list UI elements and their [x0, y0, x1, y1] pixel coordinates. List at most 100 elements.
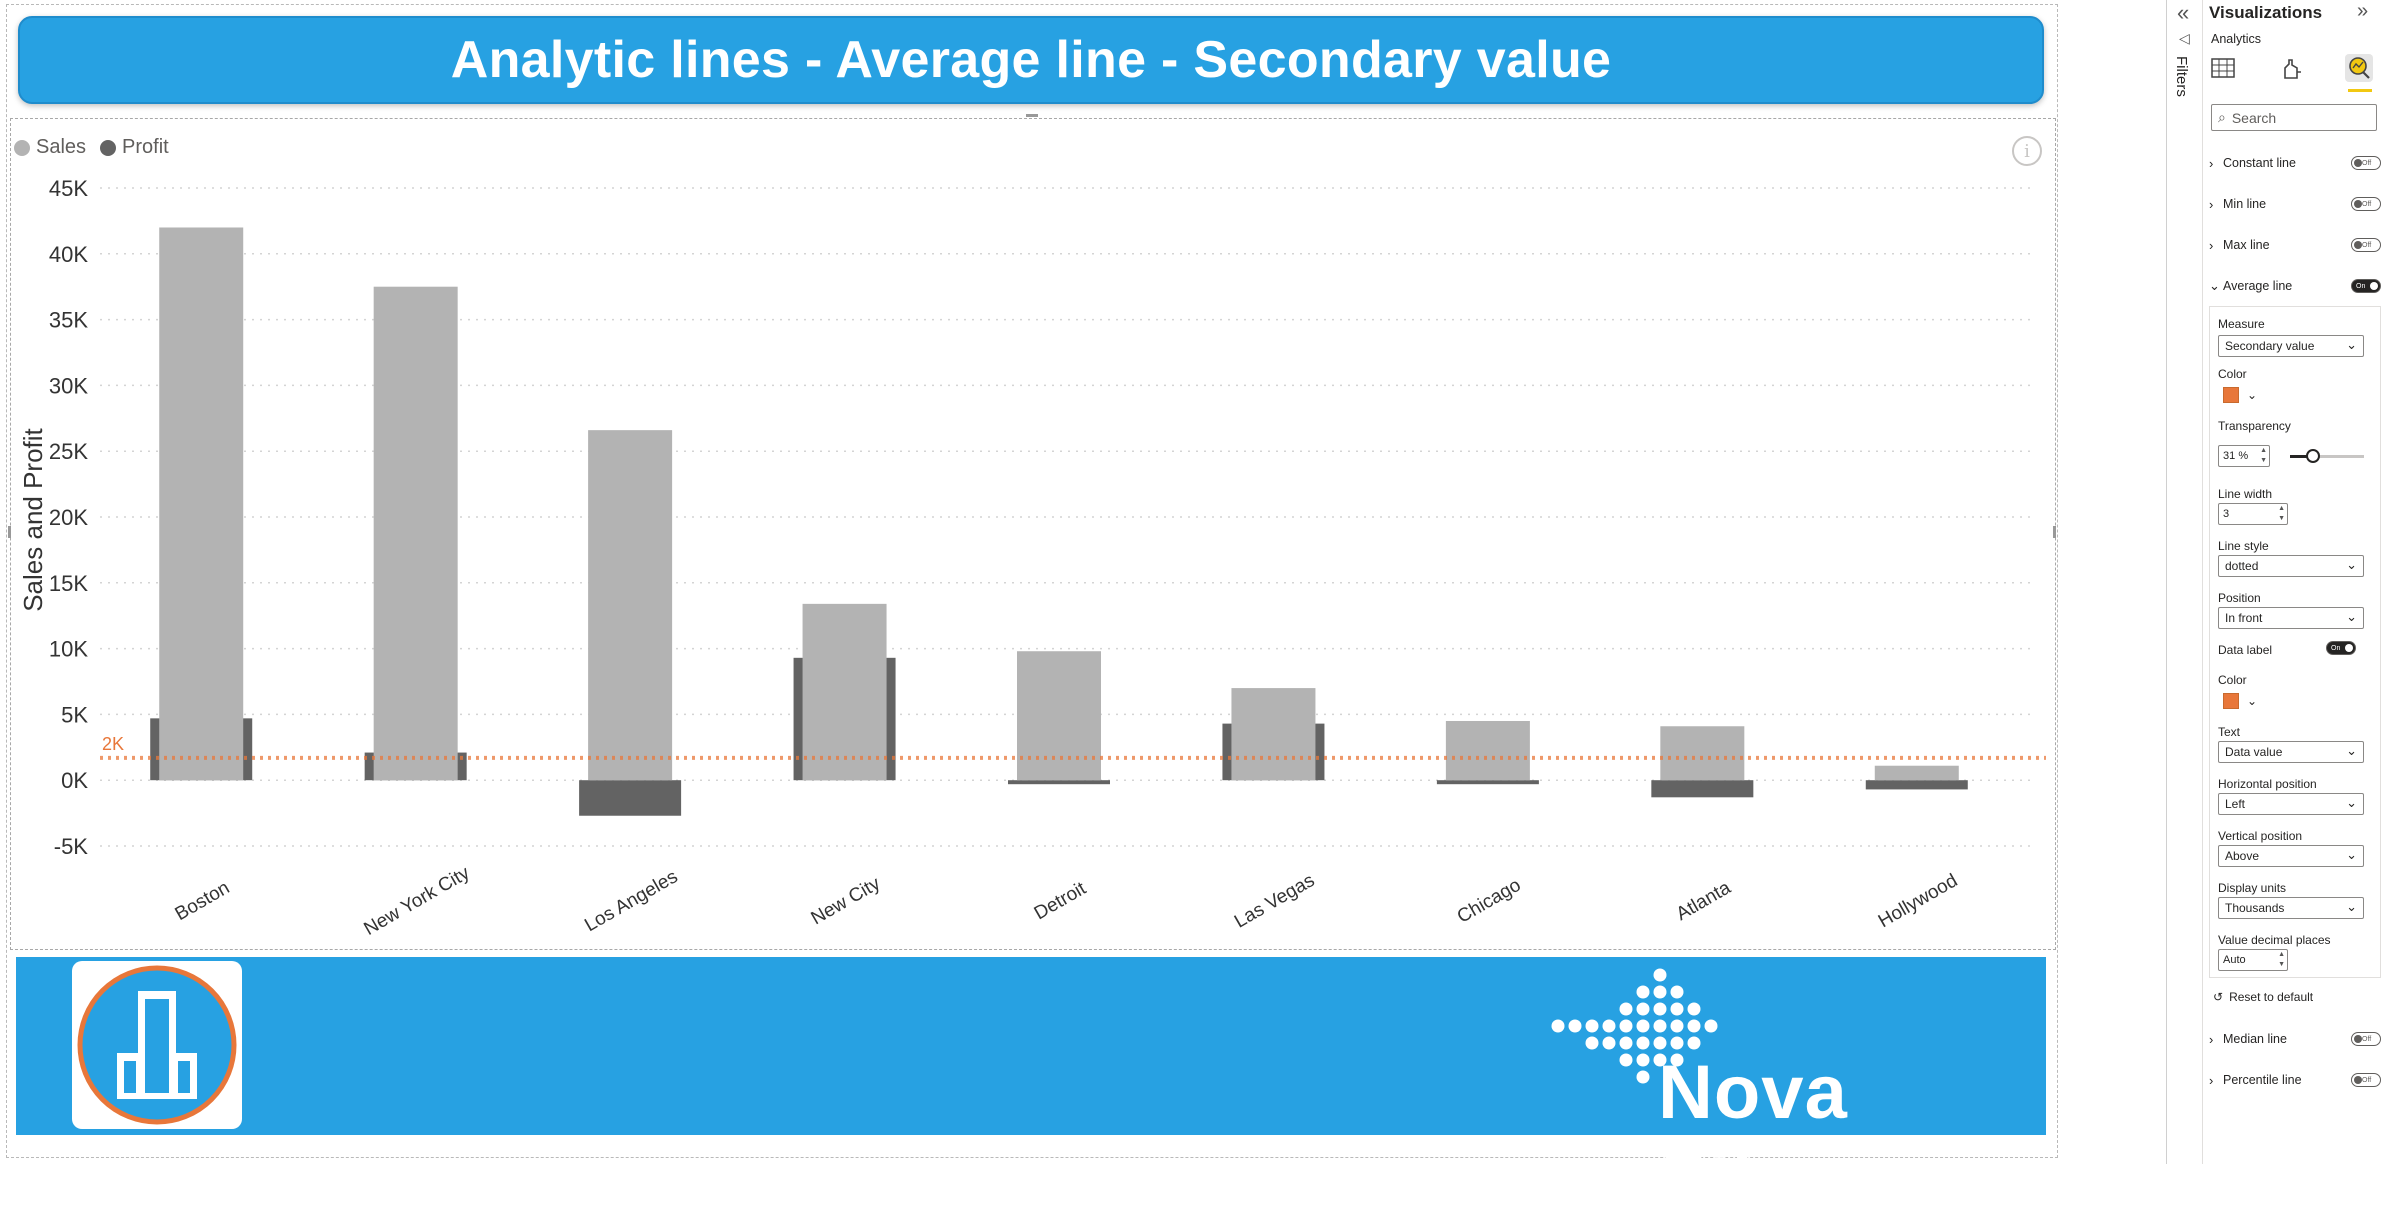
section-min-line[interactable]: › Min line Off	[2209, 193, 2381, 215]
resize-handle-right[interactable]	[2053, 526, 2056, 538]
transparency-slider[interactable]	[2290, 449, 2364, 463]
brand-dot	[1602, 1036, 1616, 1050]
filters-pane-collapsed[interactable]: « ◁ Filters	[2166, 0, 2202, 1164]
brand-dot	[1687, 1036, 1701, 1050]
chart-legend: Sales Profit	[14, 136, 169, 159]
double-chevron-left-icon[interactable]: «	[2177, 0, 2190, 25]
brand-dot	[1636, 1053, 1650, 1067]
display-units-dropdown[interactable]: Thousands ⌄	[2218, 897, 2364, 919]
bar-sales	[1660, 726, 1745, 781]
legend-item-sales[interactable]: Sales	[14, 136, 86, 159]
section-label: Constant line	[2223, 156, 2296, 170]
search-input[interactable]: ⌕ Search	[2211, 104, 2377, 131]
build-visual-icon[interactable]	[2209, 54, 2237, 82]
section-percentile-line[interactable]: › Percentile line Off	[2209, 1069, 2381, 1091]
spinner-arrows-icon[interactable]: ▲ ▼	[2278, 505, 2285, 522]
search-placeholder: Search	[2231, 109, 2277, 126]
section-max-line[interactable]: › Max line Off	[2209, 234, 2381, 256]
filters-label[interactable]: Filters	[2173, 56, 2190, 97]
brand-dot	[1687, 1019, 1701, 1033]
bar-profit	[1651, 780, 1754, 798]
brand-dot	[1670, 1019, 1684, 1033]
brand-dot	[1653, 1036, 1667, 1050]
resize-handle-top[interactable]	[1026, 114, 1038, 117]
pane-title: Visualizations	[2209, 3, 2323, 22]
section-label: Max line	[2223, 238, 2270, 252]
brand-dot	[1653, 1019, 1667, 1033]
x-tick-label: Atlanta	[1673, 877, 1735, 925]
vertical-position-label: Vertical position	[2218, 829, 2303, 843]
toggle-constant-line[interactable]: Off	[2351, 156, 2381, 170]
reset-icon: ↺	[2213, 990, 2224, 1004]
chevron-down-icon: ⌄	[2346, 899, 2357, 914]
measure-dropdown[interactable]: Secondary value ⌄	[2218, 335, 2364, 357]
toggle-max-line[interactable]: Off	[2351, 238, 2381, 252]
section-median-line[interactable]: › Median line Off	[2209, 1028, 2381, 1050]
legend-item-profit[interactable]: Profit	[100, 136, 169, 159]
info-circle-icon[interactable]: i	[2012, 136, 2042, 166]
y-tick-label: 30K	[49, 373, 88, 398]
x-tick-label: New City	[808, 873, 885, 929]
double-chevron-right-icon[interactable]: »	[2357, 0, 2369, 22]
resize-handle-left[interactable]	[8, 526, 11, 538]
brand-dot	[1585, 1036, 1599, 1050]
transparency-input[interactable]: 31 % ▲ ▼	[2218, 445, 2270, 467]
section-constant-line[interactable]: › Constant line Off	[2209, 152, 2381, 174]
y-tick-label: 15K	[49, 571, 88, 596]
brand-dot	[1653, 1002, 1667, 1016]
bar-sales	[1231, 688, 1316, 781]
brand-dot	[1619, 1019, 1633, 1033]
section-label: Min line	[2223, 197, 2267, 211]
x-tick-label: Hollywood	[1875, 870, 1961, 932]
x-tick-label: Detroit	[1031, 878, 1091, 925]
brand-dot	[1653, 985, 1667, 999]
horizontal-position-dropdown[interactable]: Left ⌄	[2218, 793, 2364, 815]
toggle-data-label[interactable]: On	[2326, 641, 2356, 655]
format-visual-icon[interactable]	[2277, 54, 2305, 82]
y-tick-label: 10K	[49, 637, 88, 662]
bar-sales	[159, 227, 244, 781]
y-tick-label: 35K	[49, 308, 88, 333]
text-dropdown[interactable]: Data value ⌄	[2218, 741, 2364, 763]
x-tick-label: Las Vegas	[1231, 870, 1318, 933]
brand-name: Nova Silva	[1658, 1050, 1848, 1222]
chevron-down-icon: ⌄	[2346, 743, 2357, 758]
toggle-min-line[interactable]: Off	[2351, 197, 2381, 211]
line-style-dropdown[interactable]: dotted ⌄	[2218, 555, 2364, 577]
search-icon: ⌕	[2218, 109, 2226, 125]
slider-thumb[interactable]	[2305, 449, 2320, 463]
paintbrush-icon	[2284, 59, 2301, 79]
spin-value: 3	[2223, 508, 2230, 520]
spinner-arrows-icon[interactable]: ▲ ▼	[2260, 447, 2267, 464]
bar-chart-svg: 45K 40K 35K 30K 25K 20K 15K 10K 5K 0K -5K Sales and…	[18, 176, 2046, 940]
brand-dot	[1602, 1019, 1616, 1033]
brand-dot	[1619, 1002, 1633, 1016]
y-tick-label: 25K	[49, 439, 88, 464]
report-canvas: Analytic lines - Average line - Secondar…	[6, 4, 2058, 1158]
y-axis-title: Sales and Profit	[18, 427, 48, 611]
toggle-median-line[interactable]: Off	[2351, 1032, 2381, 1046]
position-dropdown[interactable]: In front ⌄	[2218, 607, 2364, 629]
y-tick-label: 40K	[49, 242, 88, 267]
reset-label: Reset to default	[2229, 990, 2314, 1004]
average-line-label: 2K	[102, 734, 124, 754]
toggle-percentile-line[interactable]: Off	[2351, 1073, 2381, 1087]
section-average-line[interactable]: ⌄ Average line On	[2209, 275, 2381, 297]
legend-marker	[100, 139, 117, 156]
vertical-position-dropdown[interactable]: Above ⌄	[2218, 845, 2364, 867]
brand-dot	[1636, 1002, 1650, 1016]
line-width-input[interactable]: 3 ▲ ▼	[2218, 503, 2288, 525]
brand-dots-icon	[1551, 968, 1718, 1084]
bar-profit	[1865, 780, 1968, 790]
spinner-arrows-icon[interactable]: ▲ ▼	[2278, 951, 2285, 968]
bar-profit	[579, 780, 682, 816]
reset-to-default-button[interactable]: ↺ Reset to default	[2213, 990, 2313, 1004]
line-color-picker[interactable]: ⌄	[2218, 384, 2268, 406]
title-banner[interactable]: Analytic lines - Average line - Secondar…	[18, 16, 2044, 104]
analytics-icon[interactable]	[2345, 54, 2373, 82]
decimal-places-input[interactable]: Auto ▲ ▼	[2218, 949, 2288, 971]
label-color-picker[interactable]: ⌄	[2218, 690, 2268, 712]
chevron-down-icon: ⌄	[2209, 278, 2220, 293]
toggle-average-line[interactable]: On	[2351, 279, 2381, 293]
y-tick-label: 5K	[61, 702, 88, 727]
